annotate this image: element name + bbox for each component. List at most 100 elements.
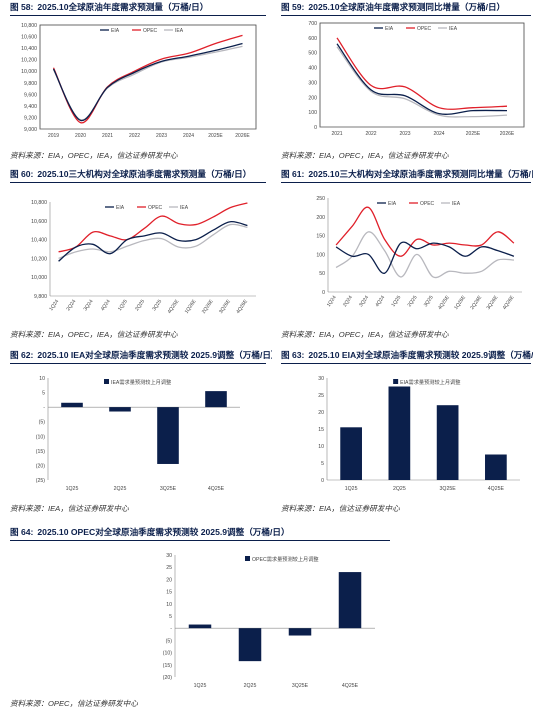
y-tick-label: 30 [318,376,324,382]
y-tick-label: 200 [308,95,317,101]
x-tick-label: 3Q24 [358,295,370,309]
y-tick-label: 15 [166,590,172,596]
y-tick-label: 100 [308,110,317,116]
x-tick-label: 4Q25E [208,486,225,492]
figure-58-chart: 9,000 9,200 9,400 9,600 9,800 10,000 10,200 10,… [21,23,257,139]
y-tick-label: 700 [308,21,317,27]
bar-3q25e [157,407,179,464]
series-line-eia [335,241,515,274]
y-tick-label: - [43,405,45,411]
x-tick-label: 4Q24 [374,295,386,309]
series-line-opec [58,202,248,253]
y-tick-label: (20) [36,463,45,469]
y-tick-label: 9,200 [24,115,37,121]
figure-63-rule [281,363,531,364]
y-tick-label: (15) [36,449,45,455]
y-tick-label: 20 [318,410,324,416]
figure-62-rule [10,363,266,364]
x-tick-label: 1Q26E [453,294,467,311]
bar-2q25 [388,386,411,480]
x-tick-label: 2022 [129,133,140,139]
bar-1q25 [188,624,212,629]
figure-63-title: 图 63: 2025.10 EIA对全球原油季度需求预测较 2025.9调整（万桶… [281,350,533,360]
x-tick-label: 2Q25 [393,486,406,492]
x-tick-label: 3Q25E [440,486,457,492]
x-tick-label: 4Q26E [502,294,516,311]
y-tick-label: 10,600 [21,35,37,41]
x-tick-label: 3Q25E [292,683,309,689]
legend-label-opec: OPEC [420,201,435,207]
series-line-eia [336,43,508,115]
figure-62-chart: (25) (20) (15) (10) (5) - 5 10 1Q25 2Q25 3Q25E 4Q25… [36,376,240,492]
x-tick-label: 2024 [183,133,194,139]
x-tick-label: 2022 [365,131,376,137]
x-tick-label: 4Q25E [437,294,451,311]
x-tick-label: 2Q25 [407,295,419,309]
x-tick-label: 4Q25E [488,486,505,492]
x-tick-label: 2024 [433,131,444,137]
figure-64-source: 资料来源：OPEC，信达证券研发中心 [10,699,138,708]
x-tick-label: 2021 [102,133,113,139]
x-tick-label: 4Q25E [342,683,359,689]
legend-label: OPEC需求量预测较上月调整 [252,555,319,563]
figure-61-chart: 0 50 100 150 200 250 1Q24 2Q24 3Q24 4Q24 1Q25 2Q25 3… [316,196,522,311]
y-tick-label: 20 [166,577,172,583]
y-tick-label: 0 [322,290,325,296]
bar-2q25 [109,407,131,412]
x-tick-label: 1Q24 [48,299,60,313]
y-tick-label: (5) [39,420,46,426]
y-tick-label: 0 [314,125,317,131]
x-tick-label: 2026E [500,131,515,137]
figure-59-title: 图 59: 2025.10全球原油年度需求预测同比增量（万桶/日） [281,2,506,12]
x-tick-label: 2Q25 [114,486,127,492]
series-line-iea [52,45,243,121]
x-tick-label: 3Q25 [423,295,435,309]
figure-64-rule [10,540,390,541]
series-line-opec [335,206,515,257]
legend-label: EIA需求量预测较上月调整 [400,378,460,386]
figure-62-source: 资料来源：IEA，信达证券研发中心 [10,504,129,513]
y-tick-label: 10,800 [31,200,47,206]
x-tick-label: 3Q25 [151,299,163,313]
x-tick-label: 2020 [75,133,86,139]
figure-59-chart: 0 100 200 300 400 500 600 700 2021 2022 2023 2024 20… [308,21,525,137]
y-tick-label: (25) [36,478,45,484]
y-tick-label: 10,800 [21,23,37,29]
figure-64-title: 图 64: 2025.10 OPEC对全球原油季度需求预测较 2025.9调整（万… [10,527,290,537]
series-line-eia [52,42,243,121]
y-tick-label: 9,400 [24,104,37,110]
legend-label-iea: IEA [449,26,458,32]
legend-label-iea: IEA [175,28,184,34]
y-tick-label: 5 [42,391,45,397]
y-tick-label: 10 [318,444,324,450]
y-tick-label: 15 [318,427,324,433]
y-tick-label: 10,200 [31,256,47,262]
x-tick-label: 4Q24 [100,299,112,313]
legend-label-eia: EIA [385,26,394,32]
figure-64-chart: (20) (15) (10) (5) - 5 10 15 20 25 30 1Q25 2Q25 3Q25E… [163,553,375,689]
bar-1q25 [61,402,83,408]
y-tick-label: 9,000 [24,127,37,133]
figure-58-title: 图 58: 2025.10全球原油年度需求预测量（万桶/日） [10,2,209,12]
legend-label-opec: OPEC [417,26,432,32]
bar-3q25e [436,405,459,480]
bar-4q25e [338,572,362,629]
x-tick-label: 2025E [208,133,223,139]
x-tick-label: 2019 [48,133,59,139]
y-tick-label: 10,400 [31,238,47,244]
legend-swatch [245,556,250,561]
figure-58-source: 资料来源：EIA，OPEC，IEA，信达证券研发中心 [10,151,178,160]
y-tick-label: 10 [39,376,45,382]
legend-label-opec: OPEC [143,28,158,34]
y-tick-label: 5 [169,614,172,620]
figure-58-rule [10,15,266,16]
y-tick-label: 500 [308,51,317,57]
bar-4q25e [485,454,507,480]
y-tick-label: 10,200 [21,58,37,64]
y-tick-label: 25 [166,565,172,571]
x-tick-label: 2025E [466,131,481,137]
x-tick-label: 1Q26E [184,298,198,315]
legend-label-iea: IEA [452,201,461,207]
y-tick-label: 600 [308,36,317,42]
series-line-eia [58,221,248,262]
